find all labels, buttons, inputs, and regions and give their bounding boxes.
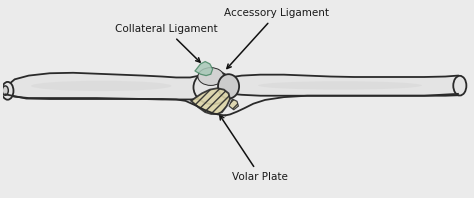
Text: Volar Plate: Volar Plate bbox=[220, 115, 288, 182]
Ellipse shape bbox=[198, 68, 224, 85]
Ellipse shape bbox=[218, 74, 239, 99]
Polygon shape bbox=[191, 88, 230, 114]
Text: Accessory Ligament: Accessory Ligament bbox=[224, 9, 329, 69]
Ellipse shape bbox=[453, 76, 466, 95]
Ellipse shape bbox=[258, 81, 422, 90]
Ellipse shape bbox=[193, 70, 232, 104]
Polygon shape bbox=[229, 99, 238, 110]
Polygon shape bbox=[5, 73, 200, 99]
Ellipse shape bbox=[31, 81, 172, 91]
Text: Collateral Ligament: Collateral Ligament bbox=[116, 24, 218, 62]
Polygon shape bbox=[195, 62, 213, 76]
Ellipse shape bbox=[2, 86, 9, 95]
Ellipse shape bbox=[2, 82, 13, 100]
Polygon shape bbox=[227, 75, 458, 96]
